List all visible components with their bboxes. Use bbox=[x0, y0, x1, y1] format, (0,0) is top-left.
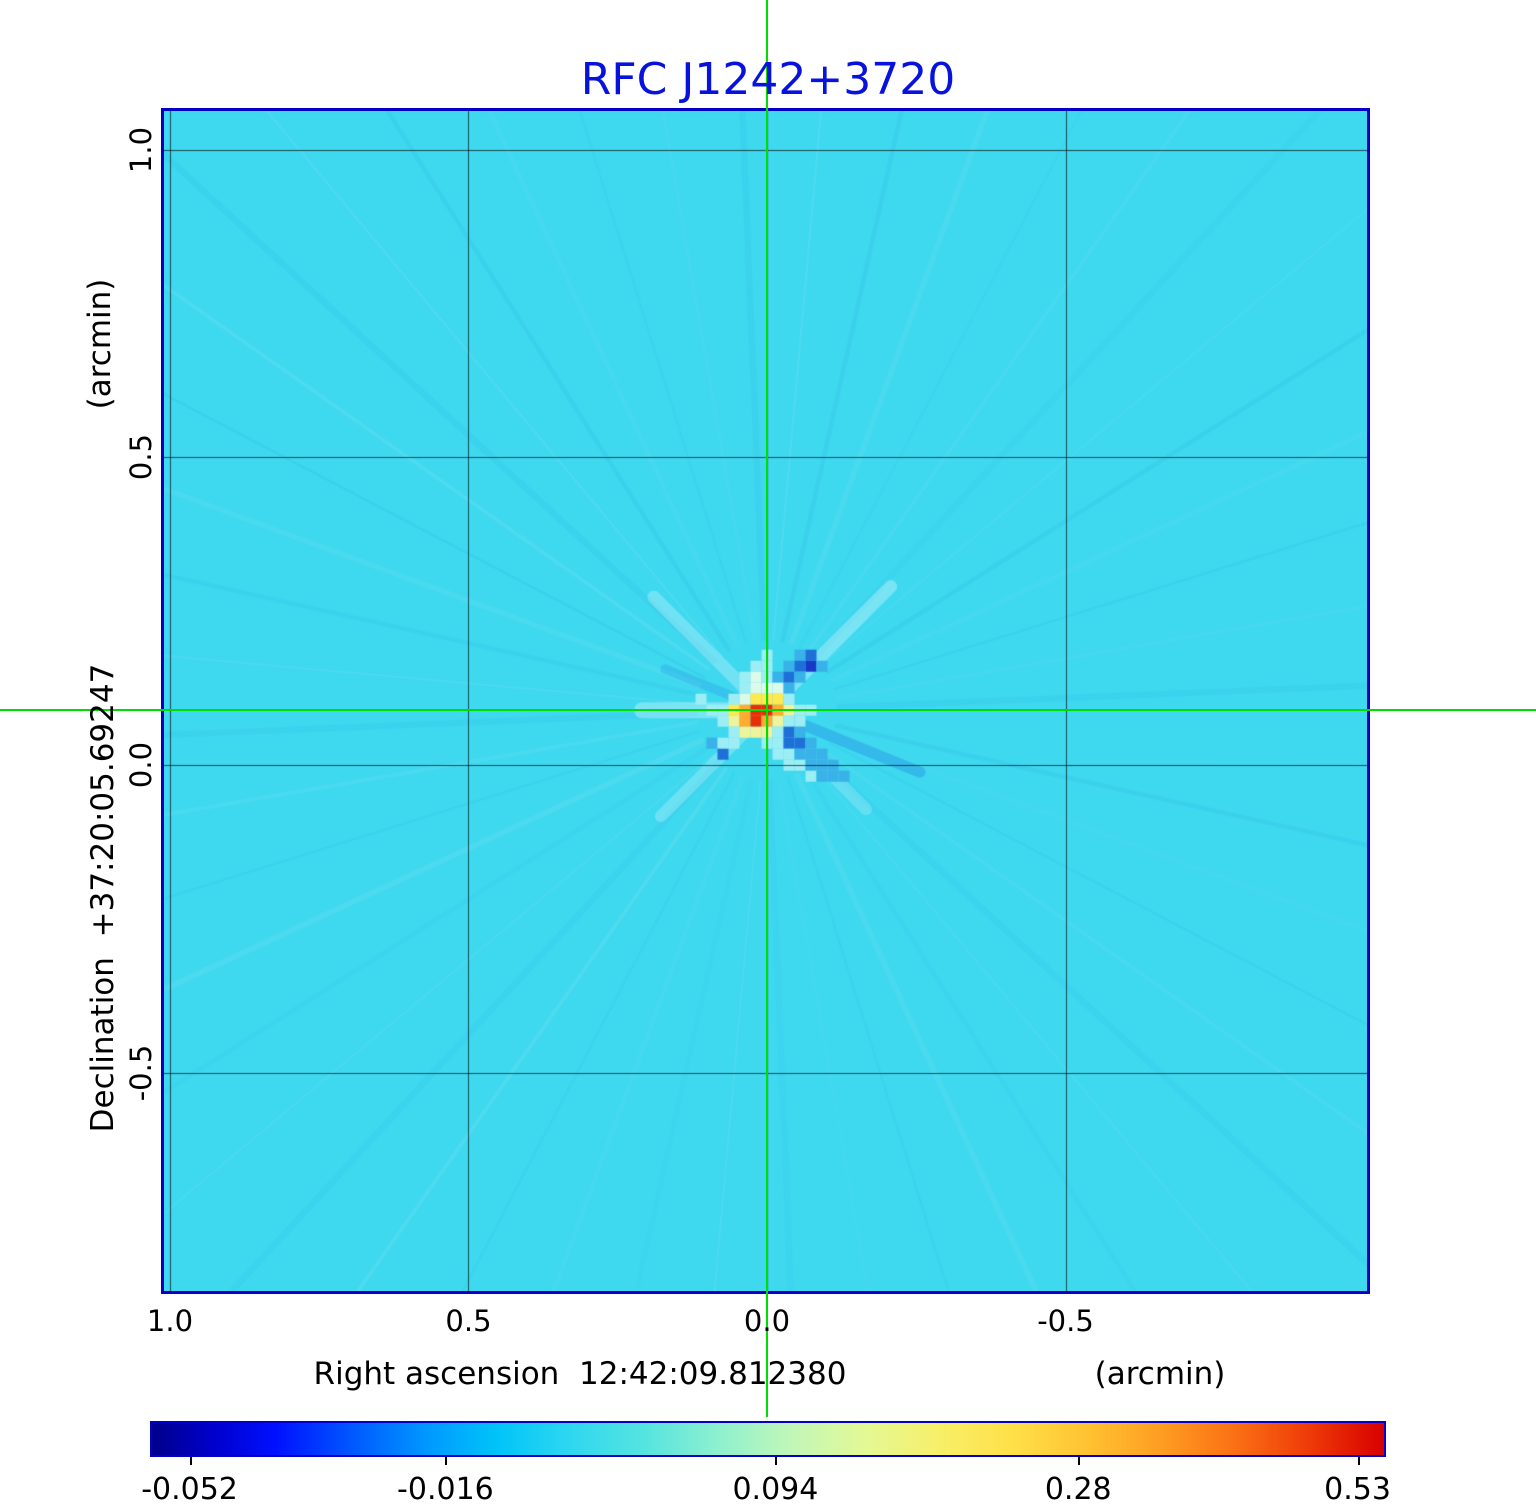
colorbar-tick-label: -0.052 bbox=[141, 1472, 238, 1507]
y-axis-label: Declination +37:20:05.69247 bbox=[85, 663, 121, 1133]
y-tick-label: 1.0 bbox=[124, 126, 158, 173]
sky-map-canvas bbox=[164, 111, 1367, 1291]
y-tick-label: 0.5 bbox=[124, 434, 158, 481]
colorbar-tick-label: 0.28 bbox=[1044, 1472, 1112, 1507]
colorbar-tick-mark bbox=[445, 1457, 448, 1465]
y-tick-label: -0.5 bbox=[124, 1044, 158, 1101]
colorbar-tick-mark bbox=[1078, 1457, 1081, 1465]
x-tick-label: 0.0 bbox=[743, 1304, 791, 1338]
x-axis-label: Right ascension 12:42:09.812380 bbox=[313, 1356, 847, 1392]
colorbar-tick-label: 0.094 bbox=[732, 1472, 819, 1507]
crosshair-vertical-line bbox=[765, 0, 768, 1417]
colorbar-tick-mark bbox=[1357, 1457, 1360, 1465]
x-tick-label: 1.0 bbox=[146, 1304, 194, 1338]
x-tick-label: 0.5 bbox=[445, 1304, 492, 1338]
y-tick-label: 0.0 bbox=[124, 741, 158, 789]
y-axis-unit-label: (arcmin) bbox=[82, 278, 118, 410]
colorbar-gradient bbox=[150, 1421, 1386, 1457]
colorbar-tick-label: 0.53 bbox=[1324, 1472, 1391, 1507]
crosshair-horizontal-line bbox=[0, 709, 1536, 712]
colorbar-tick-mark bbox=[775, 1457, 778, 1465]
chart-title: RFC J1242+3720 bbox=[580, 54, 956, 105]
colorbar-tick-label: -0.016 bbox=[397, 1472, 494, 1507]
colorbar-tick-mark bbox=[189, 1457, 192, 1465]
x-tick-label: -0.5 bbox=[1037, 1304, 1094, 1338]
x-axis-unit-label: (arcmin) bbox=[1094, 1356, 1226, 1392]
